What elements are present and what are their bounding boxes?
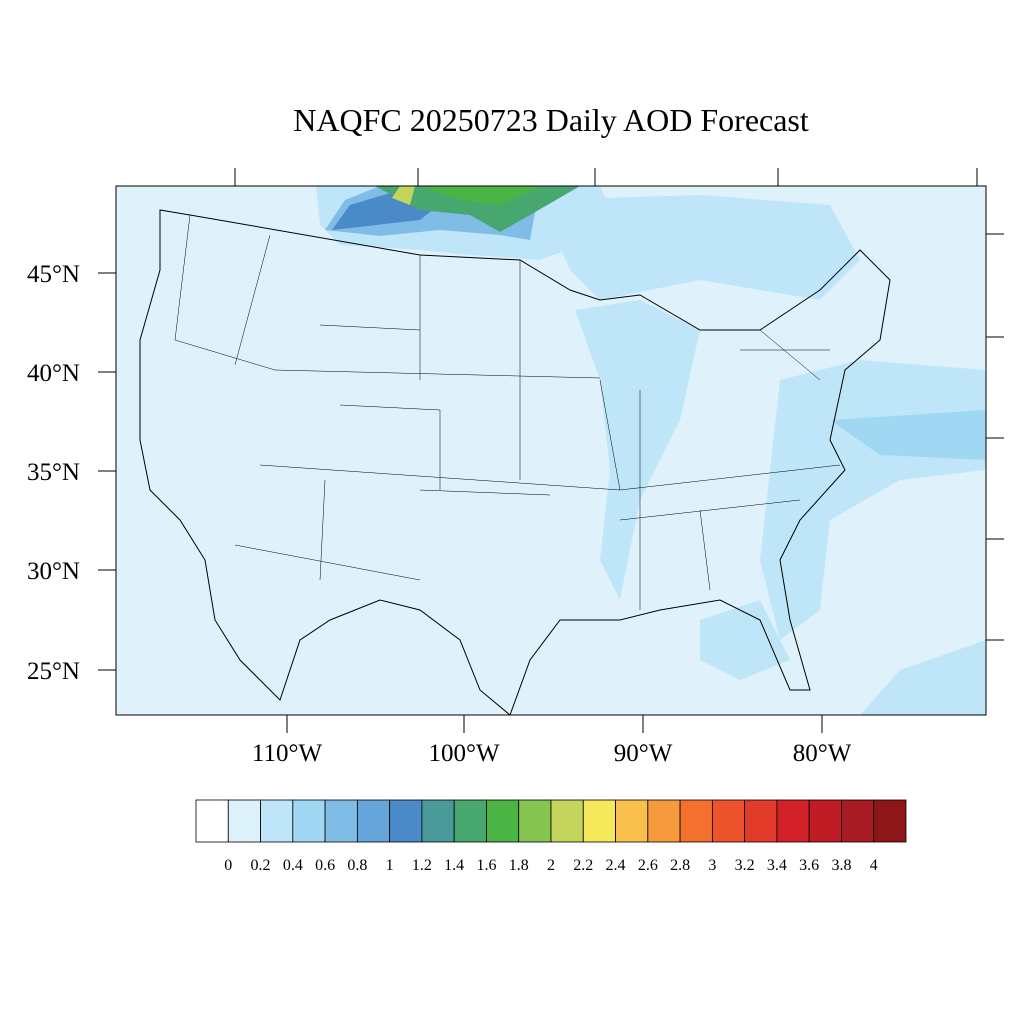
lat-label: 45°N xyxy=(27,261,80,288)
colorbar-label: 1.6 xyxy=(476,857,496,874)
colorbar-label: 0.2 xyxy=(251,857,271,874)
colorbar-label: 1.2 xyxy=(412,857,432,874)
lon-label: 80°W xyxy=(793,740,852,767)
colorbar-box xyxy=(873,799,907,843)
colorbar-box xyxy=(195,799,229,843)
colorbar-label: 3.2 xyxy=(735,857,755,874)
colorbar-label: 3.6 xyxy=(799,857,819,874)
colorbar-label: 0 xyxy=(224,857,232,874)
lat-label: 25°N xyxy=(27,658,80,685)
colorbar-box xyxy=(324,799,358,843)
axis-labels: 45°N 40°N 35°N 30°N 25°N 110°W 100°W 90°W 80°W xyxy=(27,261,852,767)
aod-contour xyxy=(420,186,540,205)
state-borders xyxy=(174,214,841,610)
colorbar-label: 3.4 xyxy=(767,857,787,874)
colorbar-box xyxy=(356,799,391,843)
colorbar-label: 1.8 xyxy=(509,857,529,874)
colorbar-label: 3 xyxy=(708,857,716,874)
colorbar-box xyxy=(582,799,616,843)
lon-label: 110°W xyxy=(252,740,323,767)
colorbar-box xyxy=(518,799,552,843)
aod-contour xyxy=(860,640,986,715)
lon-label: 90°W xyxy=(614,740,673,767)
colorbar-box xyxy=(550,799,584,843)
lat-label: 30°N xyxy=(27,558,80,585)
colorbar-box xyxy=(711,799,746,843)
tick-marks xyxy=(98,168,1004,733)
lat-label: 40°N xyxy=(27,360,80,387)
colorbar: 0 0.2 0.4 0.6 0.8 1 1.2 1.4 1.6 1.8 2 2.2 2.4 2.6 2.8 3… xyxy=(195,799,907,874)
colorbar-box xyxy=(841,799,875,843)
colorbar-label: 2.2 xyxy=(573,857,593,874)
aod-contour xyxy=(700,600,790,680)
aod-contour xyxy=(540,195,860,300)
aod-contour xyxy=(392,186,415,205)
colorbar-box xyxy=(486,799,520,843)
map xyxy=(98,168,1004,733)
title: NAQFC 20250723 Daily AOD Forecast xyxy=(293,102,809,138)
colorbar-box xyxy=(776,799,810,843)
colorbar-box xyxy=(744,799,778,843)
aod-contour xyxy=(375,186,580,232)
map-frame xyxy=(115,185,987,716)
colorbar-label: 0.4 xyxy=(283,857,303,874)
colorbar-box xyxy=(292,799,326,843)
lon-label: 100°W xyxy=(428,740,499,767)
colorbar-box xyxy=(421,799,455,843)
colorbar-label: 2.8 xyxy=(670,857,690,874)
coastline xyxy=(139,209,891,715)
colorbar-label: 3.8 xyxy=(831,857,851,874)
colorbar-box xyxy=(260,799,294,843)
colorbar-box xyxy=(808,799,842,843)
colorbar-box xyxy=(615,799,649,843)
colorbar-label: 2.4 xyxy=(606,857,626,874)
colorbar-label: 1.4 xyxy=(444,857,464,874)
colorbar-label: 2.6 xyxy=(638,857,658,874)
lat-label: 35°N xyxy=(27,459,80,486)
colorbar-label: 2 xyxy=(547,857,555,874)
colorbar-label: 0.6 xyxy=(315,857,335,874)
colorbar-box xyxy=(227,799,261,843)
colorbar-box xyxy=(453,799,487,843)
colorbar-label: 4 xyxy=(870,857,878,874)
colorbar-box xyxy=(647,799,681,843)
colorbar-box xyxy=(389,799,423,843)
aod-contour xyxy=(575,300,700,600)
colorbar-label: 0.8 xyxy=(347,857,367,874)
colorbar-box xyxy=(679,799,713,843)
aod-contour xyxy=(830,410,986,460)
colorbar-label: 1 xyxy=(386,857,394,874)
